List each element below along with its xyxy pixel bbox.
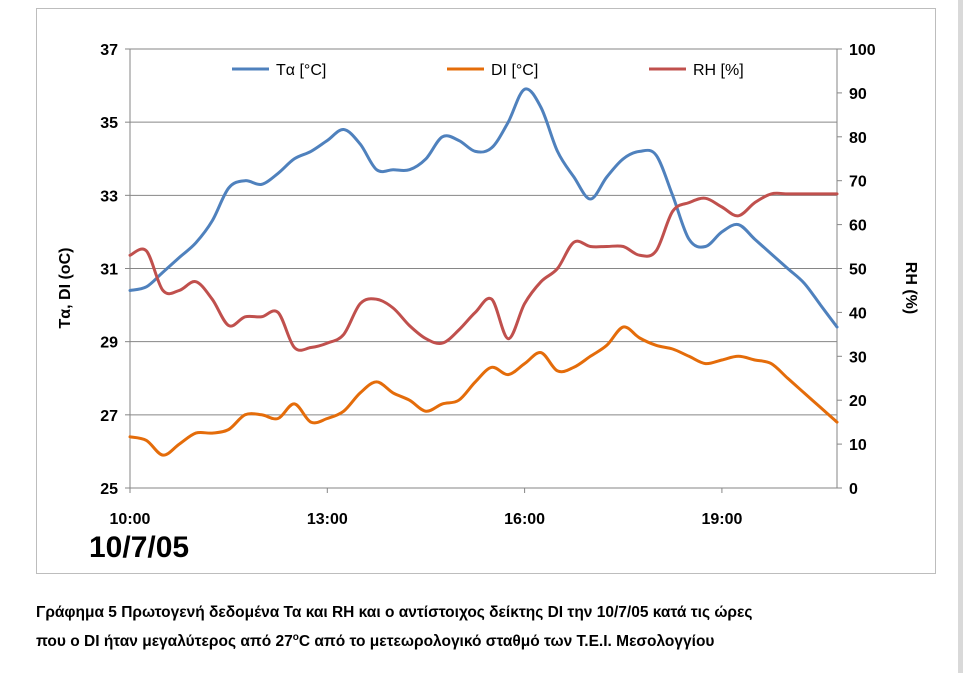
right-tick-label: 10 xyxy=(849,437,867,454)
line-chart: 25 27 29 31 33 35 37 0 10 20 30 40 50 60 70 80 90 100 10… xyxy=(57,42,919,564)
x-axis-ticks: 10:00 13:00 16:00 19:00 xyxy=(110,488,742,528)
caption-line-1: Γράφημα 5 Πρωτογενή δεδομένα Τα και RH κ… xyxy=(36,604,753,621)
x-tick-label: 16:00 xyxy=(504,511,545,528)
left-tick-label: 27 xyxy=(100,408,118,425)
right-tick-label: 70 xyxy=(849,174,867,191)
left-tick-label: 31 xyxy=(100,262,118,279)
date-annotation: 10/7/05 xyxy=(89,531,189,564)
caption-line-2-end: C από το μετεωρολογικό σταθμό των Τ.Ε.Ι.… xyxy=(298,633,715,651)
x-tick-label: 10:00 xyxy=(110,511,151,528)
right-tick-label: 100 xyxy=(849,42,876,59)
left-axis-ticks: 25 27 29 31 33 35 37 xyxy=(100,42,130,498)
legend-label-rh: RH [%] xyxy=(693,62,744,79)
right-tick-label: 0 xyxy=(849,481,858,498)
right-tick-label: 80 xyxy=(849,130,867,147)
legend-label-ta: Tα [°C] xyxy=(276,62,326,79)
series-line-di xyxy=(128,325,839,457)
right-axis-ticks: 0 10 20 30 40 50 60 70 80 90 100 xyxy=(837,42,876,498)
y-left-axis-title: Tα, DI (oC) xyxy=(57,248,74,329)
x-tick-label: 13:00 xyxy=(307,511,348,528)
window-edge xyxy=(958,0,963,673)
legend-label-di: DI [°C] xyxy=(491,62,538,79)
right-tick-label: 20 xyxy=(849,393,867,410)
caption-line-2: που ο DI ήταν μεγαλύτερος από 27oC από τ… xyxy=(36,625,956,654)
chart-frame: 25 27 29 31 33 35 37 0 10 20 30 40 50 60 70 80 90 100 10… xyxy=(36,8,936,574)
series-line-ta xyxy=(128,87,839,329)
y-right-axis-title: RH (%) xyxy=(902,262,919,314)
left-tick-label: 33 xyxy=(100,188,118,205)
gridlines xyxy=(130,48,837,416)
series-line-rh xyxy=(128,191,839,352)
figure-caption: Γράφημα 5 Πρωτογενή δεδομένα Τα και RH κ… xyxy=(36,600,956,654)
x-tick-label: 19:00 xyxy=(701,511,742,528)
left-tick-label: 35 xyxy=(100,115,118,132)
right-tick-label: 40 xyxy=(849,305,867,322)
right-tick-label: 50 xyxy=(849,262,867,279)
right-tick-label: 30 xyxy=(849,349,867,366)
left-tick-label: 29 xyxy=(100,335,118,352)
left-tick-label: 37 xyxy=(100,42,118,59)
series-lines xyxy=(128,87,839,457)
caption-line-2-start: που ο DI ήταν μεγαλύτερος από 27 xyxy=(36,633,293,651)
right-tick-label: 60 xyxy=(849,218,867,235)
left-tick-label: 25 xyxy=(100,481,118,498)
right-tick-label: 90 xyxy=(849,86,867,103)
caption-superscript: o xyxy=(292,632,299,643)
legend: Tα [°C] DI [°C] RH [%] xyxy=(232,62,744,79)
